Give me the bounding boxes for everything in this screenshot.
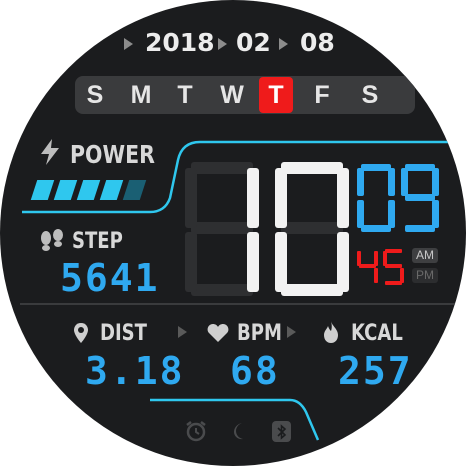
am-indicator: AM xyxy=(412,248,438,263)
hour-digit-1 xyxy=(247,168,259,292)
weekday-sat: S xyxy=(361,81,379,109)
date-month: 02 xyxy=(236,28,271,57)
weekday-fri: F xyxy=(314,81,330,109)
weekday-sun: S xyxy=(86,81,104,109)
moon-icon xyxy=(234,423,243,440)
date-day: 08 xyxy=(300,28,335,57)
arrow-icon xyxy=(279,38,288,50)
alarm-icon xyxy=(186,421,206,442)
minute-digit-0 xyxy=(357,164,395,232)
step-label: STEP xyxy=(72,229,123,254)
flame-icon xyxy=(324,321,338,343)
kcal-label: KCAL xyxy=(351,321,403,346)
minute-display xyxy=(357,164,439,232)
hour-display xyxy=(185,162,349,296)
second-digit-5 xyxy=(383,249,404,285)
second-digit-4 xyxy=(357,251,378,283)
second-display xyxy=(357,249,404,285)
kcal-value: 257 xyxy=(338,349,413,393)
arrow-icon xyxy=(287,326,296,338)
arrow-icon xyxy=(218,38,227,50)
bluetooth-icon xyxy=(277,424,287,440)
footprints-icon xyxy=(41,229,63,251)
step-value: 5641 xyxy=(60,256,160,300)
bpm-label: BPM xyxy=(237,321,282,346)
location-pin-icon xyxy=(74,323,88,343)
bpm-value: 68 xyxy=(230,349,280,393)
dist-value: 3.18 xyxy=(85,349,185,393)
weekday-bar: S M T W T F S xyxy=(75,76,415,114)
weekday-tue: T xyxy=(177,81,193,109)
heart-icon xyxy=(207,324,229,342)
minute-digit-9 xyxy=(401,164,439,232)
power-icon xyxy=(41,139,59,165)
dist-label: DIST xyxy=(100,321,147,346)
power-label: POWER xyxy=(70,140,155,169)
arrow-icon xyxy=(124,38,133,50)
date-year: 2018 xyxy=(145,28,215,57)
weekday-thu-active: T xyxy=(259,77,293,113)
pm-indicator: PM xyxy=(412,268,438,283)
weekday-mon: M xyxy=(130,81,152,109)
hour-digit-0 xyxy=(275,162,349,296)
arrow-icon xyxy=(178,326,187,338)
weekday-wed: W xyxy=(220,81,244,109)
